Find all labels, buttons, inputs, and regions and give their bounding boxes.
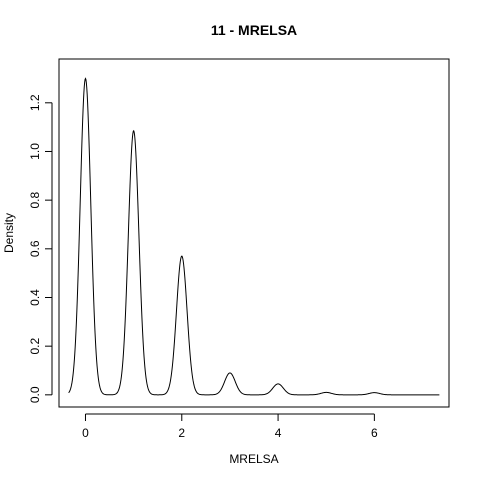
x-axis-label: MRELSA: [229, 452, 278, 466]
plot-frame: [58, 58, 450, 408]
y-tick-label: 0.6: [28, 240, 42, 257]
x-tick-label: 0: [82, 426, 89, 440]
y-tick-label: 1.0: [28, 143, 42, 160]
y-axis: 0.0 0.2 0.4 0.6 0.8 1.0 1.2: [28, 94, 53, 403]
y-tick-label: 0.4: [28, 289, 42, 306]
x-axis: 0 2 4 6: [82, 413, 378, 440]
x-tick-label: 6: [371, 426, 378, 440]
chart-title: 11 - MRELSA: [211, 22, 297, 38]
y-axis-label: Density: [2, 213, 16, 253]
y-tick-label: 0.0: [28, 386, 42, 403]
x-tick-label: 4: [275, 426, 282, 440]
x-tick-label: 2: [178, 426, 185, 440]
y-tick-label: 0.8: [28, 191, 42, 208]
density-curve: [68, 77, 440, 396]
y-tick-label: 0.2: [28, 337, 42, 354]
y-tick-label: 1.2: [28, 94, 42, 111]
